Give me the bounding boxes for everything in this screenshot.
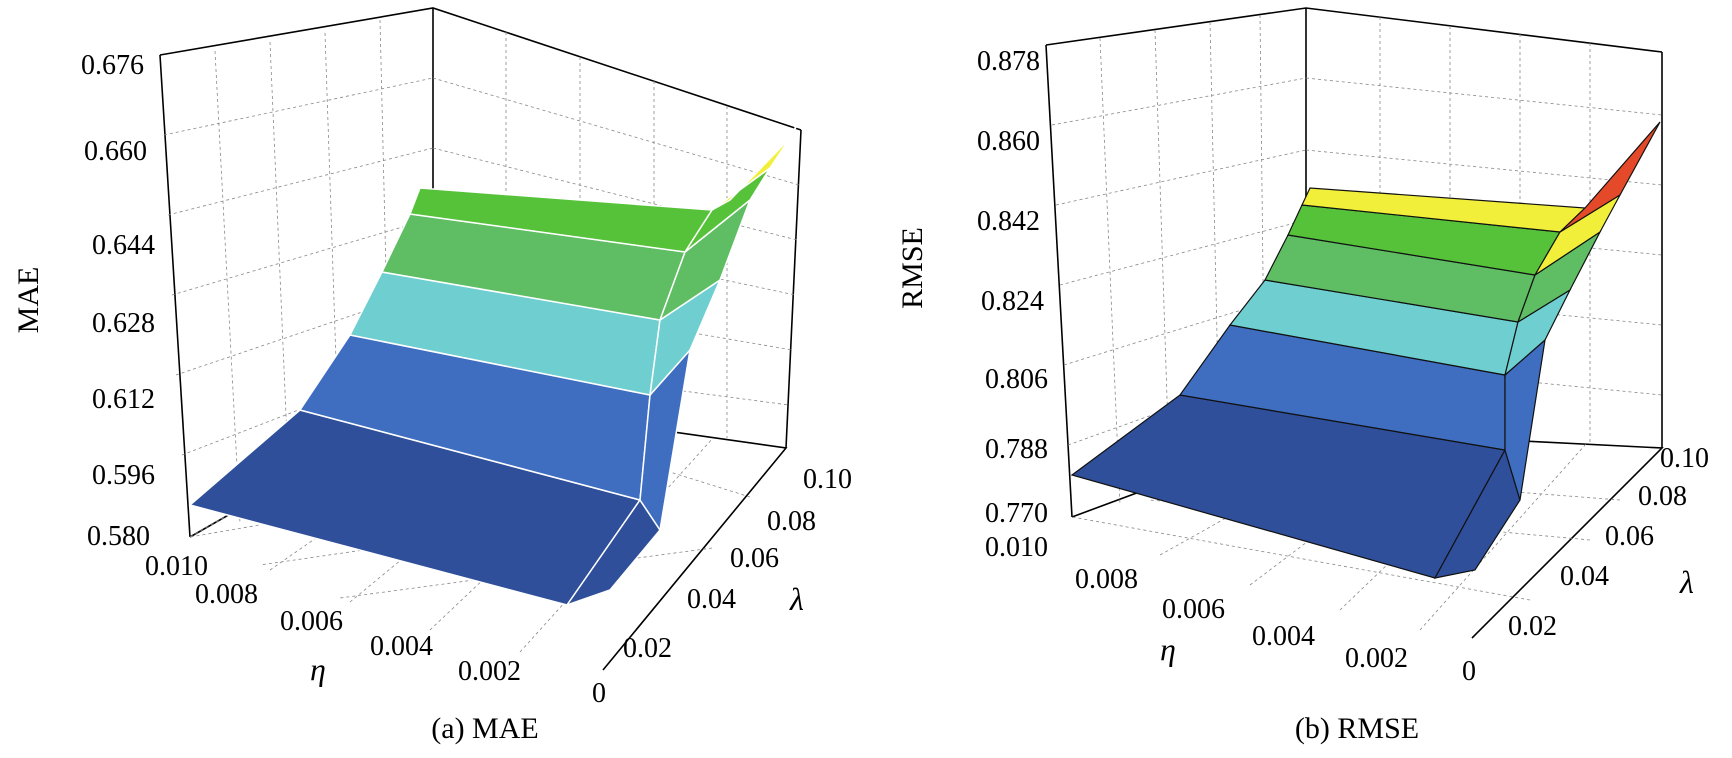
x-axis-label-a: η — [310, 651, 326, 687]
z-tick-b-6: 0.878 — [977, 46, 1040, 77]
y-tick-b-0: 0.02 — [1508, 611, 1557, 642]
x-tick-a-0: 0.010 — [145, 551, 208, 582]
surface-a — [188, 117, 802, 607]
z-tick-a-5: 0.660 — [84, 136, 147, 167]
y-tick-b-3: 0.08 — [1638, 481, 1687, 512]
y-tick-a-0: 0 — [592, 678, 606, 709]
y-tick-a-3: 0.06 — [730, 543, 779, 574]
z-tick-b-2: 0.806 — [985, 364, 1048, 395]
band-a-peak-red — [789, 117, 802, 139]
y-tick-a-2: 0.04 — [687, 584, 736, 615]
x-ticks-b: 0.010 0.008 0.006 0.004 0.002 0 — [985, 532, 1476, 687]
z-tick-b-1: 0.788 — [985, 434, 1048, 465]
band-b-peak-red — [1559, 121, 1661, 233]
z-ticks-a: 0.580 0.596 0.612 0.628 0.644 0.660 0.67… — [81, 50, 155, 552]
y-tick-b-1: 0.04 — [1560, 561, 1609, 592]
caption-a: (a) MAE — [431, 712, 538, 745]
x-axis-label-b: η — [1160, 631, 1176, 667]
x-tick-b-0: 0.010 — [985, 532, 1048, 563]
z-axis-label-b: RMSE — [896, 227, 929, 309]
y-axis-label-b: λ — [1679, 564, 1694, 600]
z-ticks-b: 0.770 0.788 0.806 0.824 0.842 0.860 0.87… — [977, 46, 1048, 529]
x-tick-b-1: 0.008 — [1075, 564, 1138, 595]
x-tick-b-2: 0.006 — [1162, 594, 1225, 625]
x-tick-a-2: 0.006 — [280, 606, 343, 637]
z-axis-label-a: MAE — [12, 267, 45, 334]
x-tick-b-4: 0.002 — [1345, 643, 1408, 674]
x-tick-a-3: 0.004 — [370, 631, 433, 662]
z-tick-b-4: 0.842 — [977, 206, 1040, 237]
z-tick-a-4: 0.644 — [92, 230, 155, 261]
z-tick-a-0: 0.580 — [87, 521, 150, 552]
x-tick-b-5: 0 — [1462, 656, 1476, 687]
y-tick-b-2: 0.06 — [1605, 521, 1654, 552]
x-ticks-a: 0.010 0.008 0.006 0.004 0.002 — [145, 551, 521, 687]
z-tick-a-2: 0.612 — [92, 384, 155, 415]
z-tick-b-3: 0.824 — [981, 286, 1044, 317]
z-tick-b-5: 0.860 — [977, 126, 1040, 157]
y-ticks-b: 0.02 0.04 0.06 0.08 0.10 — [1508, 443, 1709, 642]
x-tick-a-4: 0.002 — [458, 656, 521, 687]
caption-b: (b) RMSE — [1295, 712, 1419, 745]
z-tick-a-3: 0.628 — [92, 308, 155, 339]
y-tick-a-5: 0.10 — [803, 464, 852, 495]
y-axis-label-a: λ — [789, 581, 804, 617]
panel-b: 0.770 0.788 0.806 0.824 0.842 0.860 0.87… — [896, 7, 1709, 745]
panel-a: 0.580 0.596 0.612 0.628 0.644 0.660 0.67… — [12, 7, 852, 745]
y-tick-a-4: 0.08 — [767, 506, 816, 537]
x-tick-a-1: 0.008 — [195, 579, 258, 610]
y-tick-a-1: 0.02 — [623, 633, 672, 664]
z-tick-a-6: 0.676 — [81, 50, 144, 81]
y-ticks-a: 0 0.02 0.04 0.06 0.08 0.10 — [592, 464, 852, 709]
z-tick-b-0: 0.770 — [985, 498, 1048, 529]
z-tick-a-1: 0.596 — [92, 460, 155, 491]
x-tick-b-3: 0.004 — [1252, 621, 1315, 652]
y-tick-b-4: 0.10 — [1660, 443, 1709, 474]
surface-b — [1070, 121, 1661, 579]
